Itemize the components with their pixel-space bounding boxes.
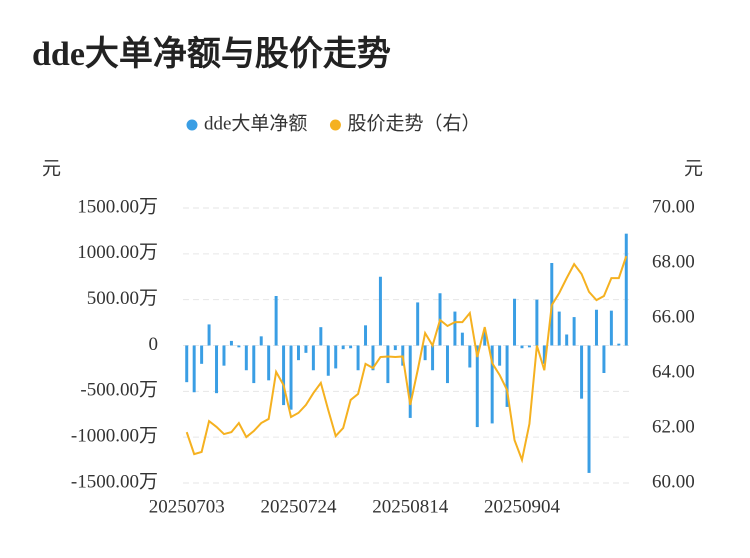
bar (371, 345, 375, 371)
bar (222, 345, 226, 366)
bar (498, 345, 502, 366)
bar (535, 299, 539, 346)
bar (565, 334, 569, 346)
bar (513, 298, 517, 346)
bar (617, 343, 621, 346)
y2-axis-title: 元 (684, 158, 703, 179)
bar (453, 311, 457, 346)
legend-label: 股价走势（右） (347, 112, 480, 134)
bar (624, 233, 628, 346)
bar (349, 345, 353, 349)
bar (215, 345, 219, 394)
bar (192, 345, 196, 393)
bar (520, 345, 524, 349)
y-tick-label: -1500.00万 (71, 471, 158, 492)
x-tick-label: 20250703 (149, 496, 225, 517)
bar (289, 345, 293, 410)
bar (483, 330, 487, 346)
bar (572, 317, 576, 346)
bar (356, 345, 360, 371)
chart-title: dde大单净额与股价走势 (32, 35, 391, 73)
legend-swatch (329, 119, 341, 131)
bar (252, 345, 256, 384)
bar (259, 336, 263, 346)
y-tick-label: 0 (149, 334, 159, 355)
legend-label: dde大单净额 (204, 112, 307, 134)
bar (274, 296, 278, 346)
bar (460, 332, 464, 346)
x-tick-label: 20250814 (372, 496, 449, 517)
bar (185, 345, 189, 383)
bar (296, 345, 300, 361)
bar (244, 345, 248, 371)
y-tick-label: -500.00万 (80, 380, 158, 401)
bar (326, 345, 330, 376)
bar (505, 345, 509, 407)
bar (393, 345, 397, 351)
bar (542, 345, 546, 364)
bar (602, 345, 606, 373)
bar (267, 345, 271, 381)
bar (527, 345, 531, 348)
bar (386, 345, 390, 384)
bar (475, 345, 479, 428)
bar (378, 276, 382, 346)
bar (431, 345, 435, 371)
bar (311, 345, 315, 371)
bar (587, 345, 591, 473)
bar (416, 302, 420, 346)
y-tick-label: -1000.00万 (71, 426, 158, 447)
bar (304, 345, 308, 353)
bar (580, 345, 584, 399)
y2-tick-label: 64.00 (652, 361, 695, 382)
bar (341, 345, 345, 350)
y2-tick-label: 66.00 (652, 306, 695, 327)
bar (557, 311, 561, 346)
bar (282, 345, 286, 406)
bar (200, 345, 204, 364)
x-tick-label: 20250724 (260, 496, 337, 517)
bar (468, 345, 472, 368)
y-tick-label: 500.00万 (87, 288, 158, 309)
y2-tick-label: 62.00 (652, 416, 695, 437)
x-tick-label: 20250904 (484, 496, 561, 517)
y-axis-title: 元 (42, 158, 61, 179)
y-tick-label: 1500.00万 (77, 196, 158, 217)
bar (423, 345, 427, 361)
y-tick-label: 1000.00万 (77, 242, 158, 263)
bar (408, 345, 412, 418)
y2-tick-label: 70.00 (652, 196, 695, 217)
bar (334, 345, 338, 369)
bar (594, 309, 598, 346)
price-line (185, 255, 628, 464)
bar (207, 324, 211, 346)
bar (229, 340, 233, 346)
legend-swatch (186, 119, 198, 131)
bar (609, 310, 613, 346)
bar (364, 325, 368, 346)
bar (490, 345, 494, 424)
y2-tick-label: 68.00 (652, 251, 695, 272)
bar (319, 327, 323, 346)
bar (237, 345, 241, 348)
y2-tick-label: 60.00 (652, 471, 695, 492)
bar (445, 345, 449, 384)
